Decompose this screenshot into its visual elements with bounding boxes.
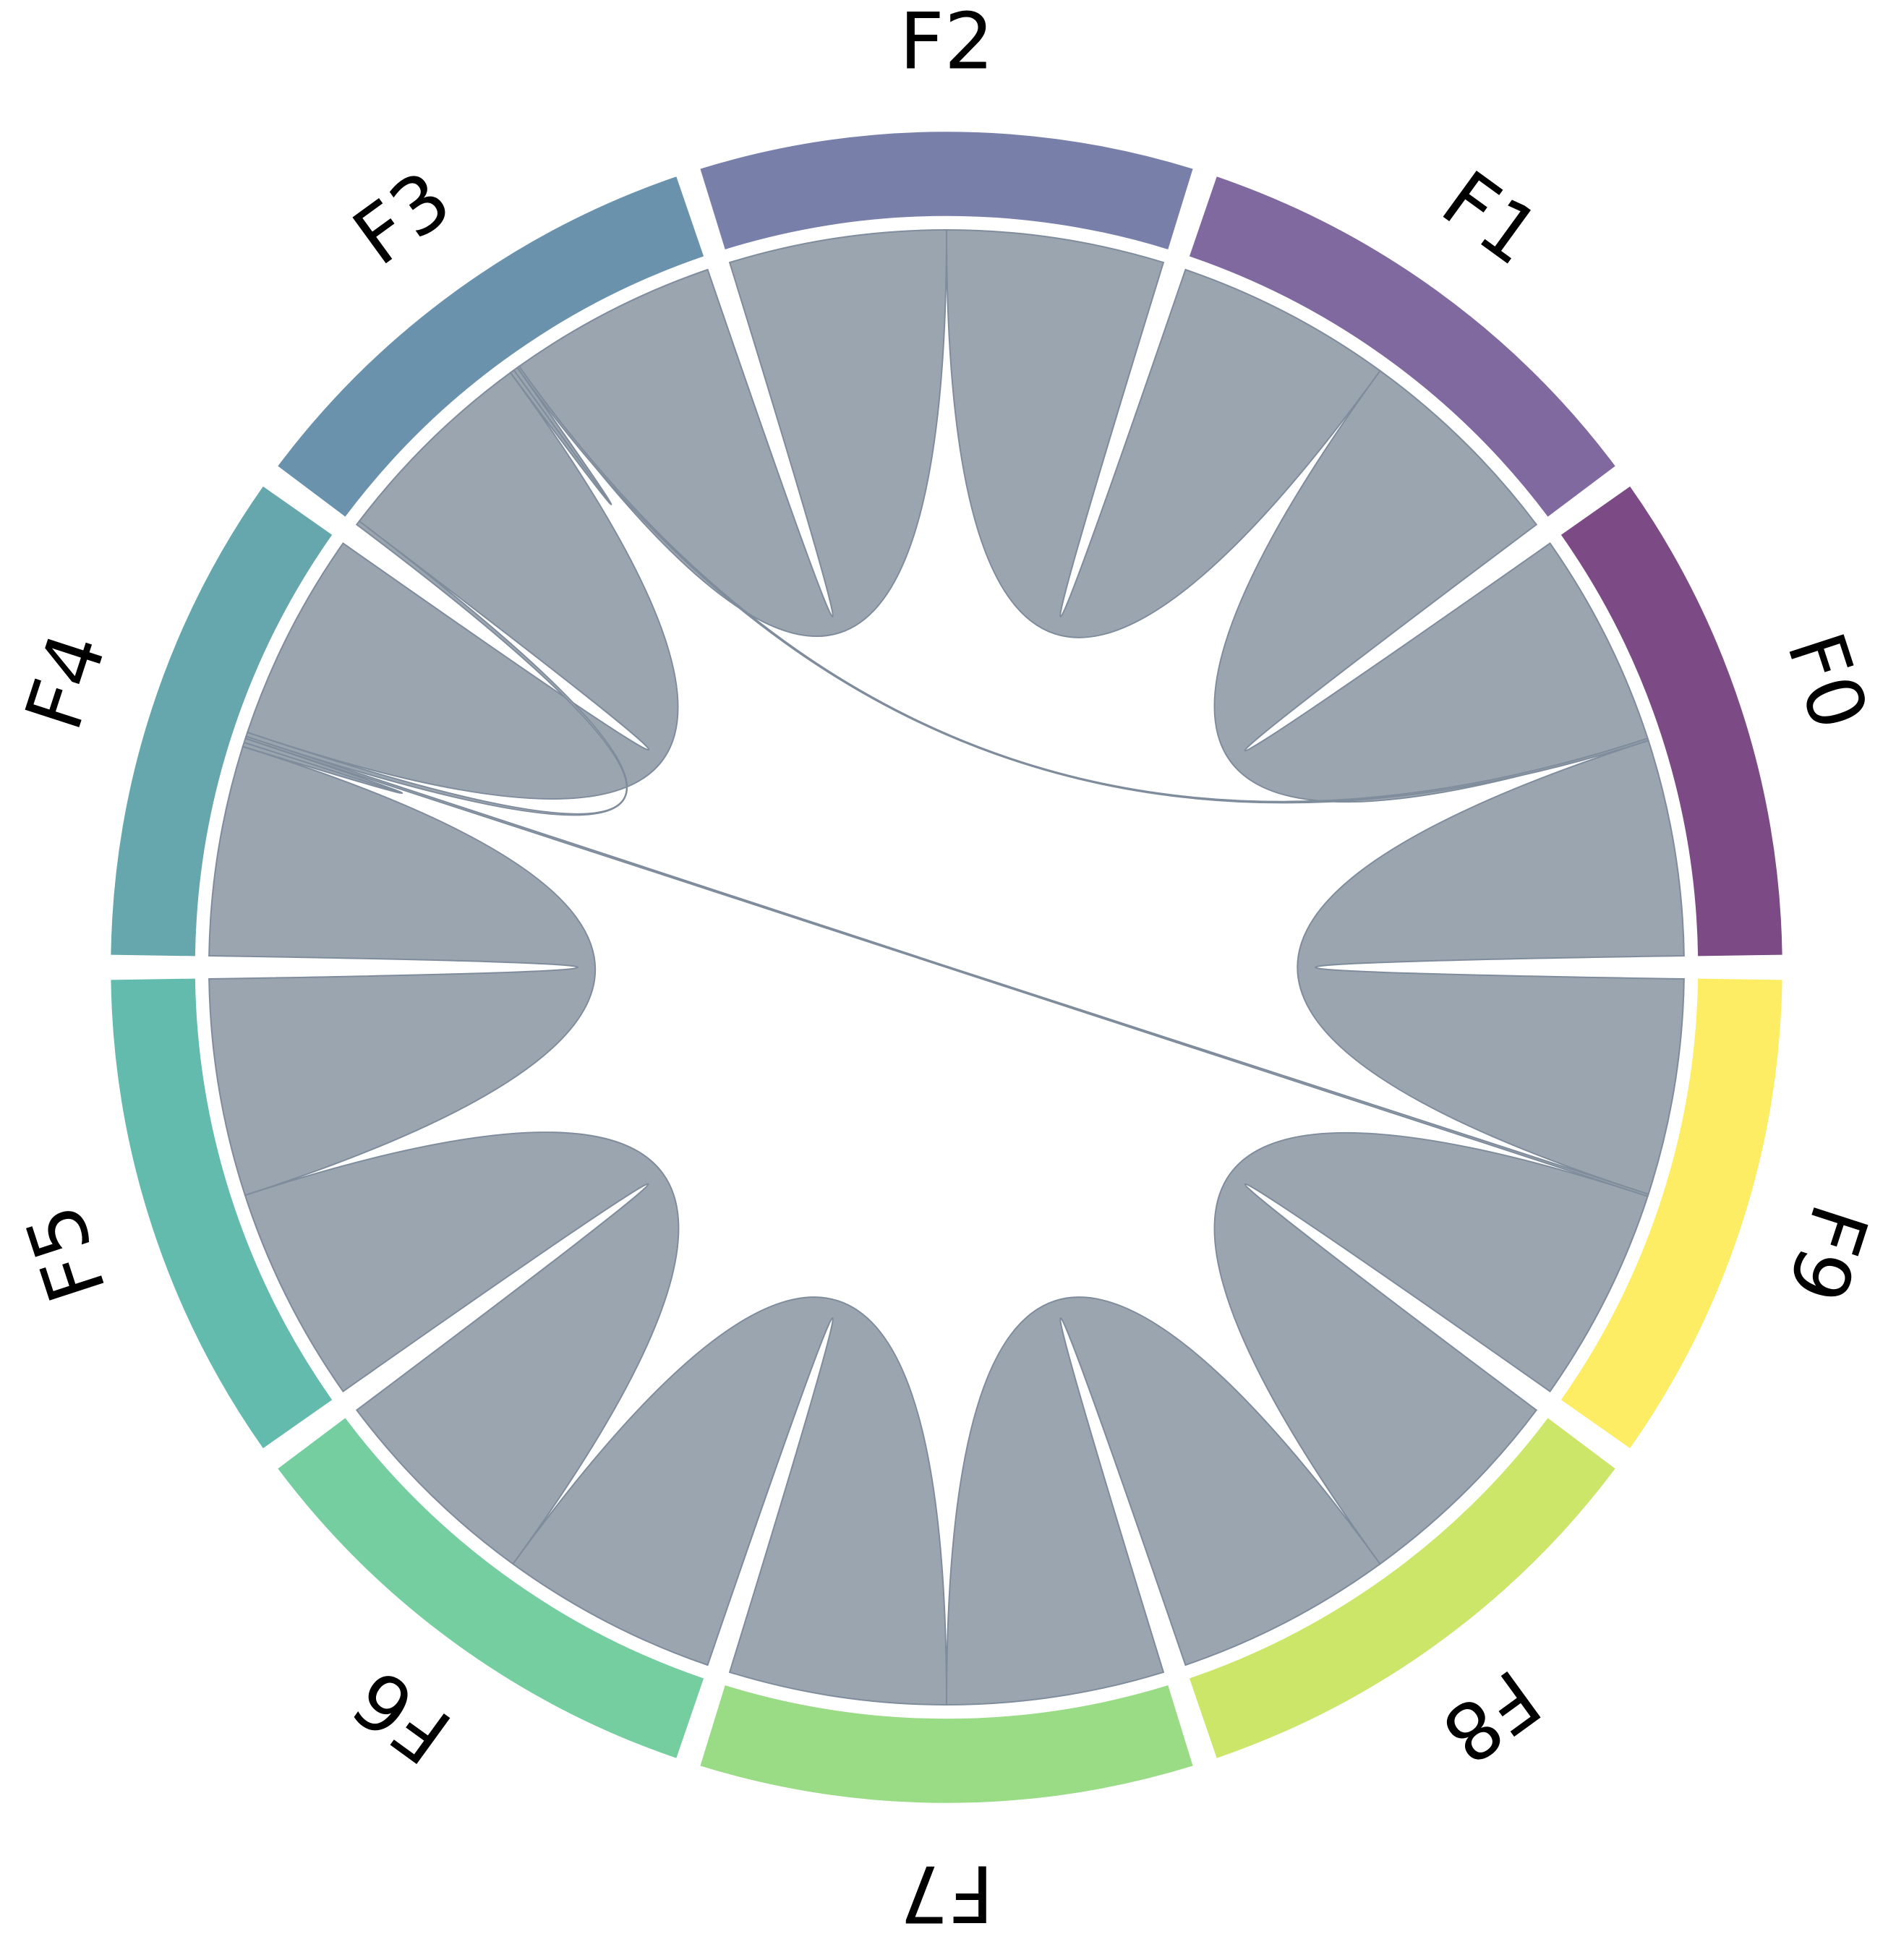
ribbon-f4-f9 (244, 735, 1649, 1197)
label-f6: F6 (338, 1652, 467, 1781)
label-f9: F9 (1769, 1194, 1884, 1312)
ribbon-f3-f0 (516, 365, 1649, 804)
arc-f7 (700, 1685, 1193, 1803)
arc-f6 (278, 1418, 704, 1758)
ribbons (208, 228, 1685, 1706)
ribbon-f4-f5 (208, 745, 597, 1197)
label-f8: F8 (1426, 1652, 1555, 1781)
arc-f1 (1189, 176, 1615, 517)
ribbon-f0-f1 (1213, 369, 1649, 803)
ribbon-f3-f3 (509, 367, 612, 505)
arc-f2 (700, 132, 1193, 249)
arc-f0 (1560, 486, 1782, 957)
ribbon-f3-f4 (245, 520, 628, 816)
ribbon-f3-f4 (246, 372, 679, 800)
label-f0: F0 (1769, 622, 1884, 740)
label-f2: F2 (900, 0, 994, 87)
ribbon-f8-f9 (1213, 1131, 1649, 1565)
ribbon-f6-f7 (512, 1296, 948, 1706)
label-f1: F1 (1426, 154, 1555, 283)
arc-f9 (1560, 978, 1782, 1449)
arc-f8 (1189, 1418, 1615, 1758)
ribbon-f2-f3 (518, 228, 948, 638)
label-f4: F4 (9, 622, 124, 740)
ribbon-f9-f0 (1297, 739, 1685, 1196)
arc-f5 (111, 978, 333, 1449)
ribbon-f4-f4 (242, 737, 403, 795)
label-f3: F3 (338, 154, 467, 283)
ribbon-f7-f8 (945, 1296, 1381, 1706)
ribbon-f5-f6 (244, 1131, 680, 1565)
ribbon-f1-f2 (945, 228, 1381, 638)
label-f7: F7 (900, 1848, 994, 1938)
label-f5: F5 (9, 1194, 124, 1312)
node-arcs (111, 132, 1782, 1803)
arc-f4 (111, 486, 333, 957)
arc-f3 (278, 176, 704, 517)
